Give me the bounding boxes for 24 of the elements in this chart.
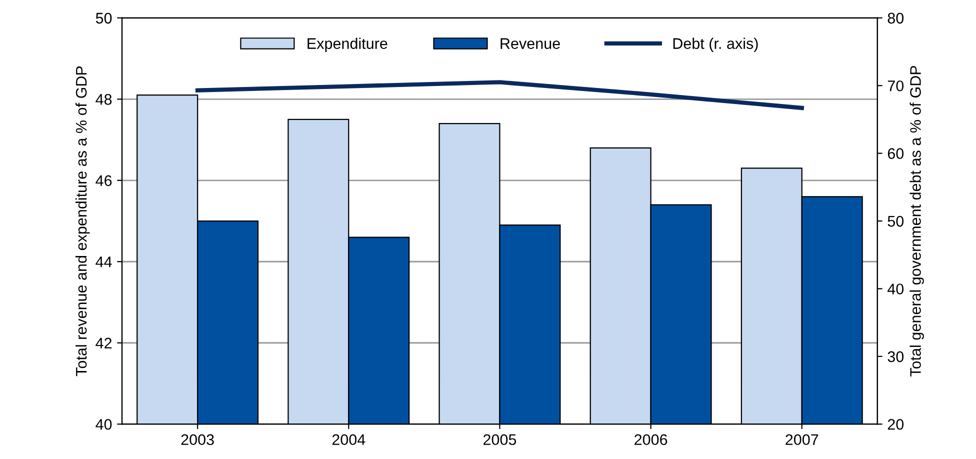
x-tick-label: 2003 (181, 434, 214, 446)
y2-tick-label: 80 (888, 12, 904, 24)
y2-tick-label: 70 (888, 80, 904, 92)
y-tick-label: 44 (96, 256, 112, 268)
x-tick-label: 2006 (634, 434, 668, 446)
y2-tick-label: 50 (888, 216, 904, 227)
legend-label: Revenue (500, 38, 560, 49)
x-tick-label: 2004 (332, 434, 366, 446)
y-tick-label: 40 (96, 418, 112, 430)
y2-tick-label: 40 (887, 284, 904, 294)
y-tick-label: 46 (96, 175, 112, 186)
y2-tick-label: 30 (888, 351, 904, 362)
line-series (195, 80, 804, 110)
legend-label: Debt (r. axis) (673, 38, 758, 52)
x-tick-label: 2007 (786, 434, 818, 446)
y-tick-label: 48 (96, 94, 112, 105)
y-axis-title: Total revenue and expenditure as a % of GDP (75, 66, 90, 376)
y2-tick-label: 60 (888, 148, 904, 159)
y2-axis-title: Total general government debt as a % of GDP (910, 66, 924, 376)
y2-tick-label: 20 (888, 418, 904, 430)
y-tick-label: 50 (96, 12, 112, 24)
legend-label: Expenditure (308, 38, 388, 52)
x-tick-label: 2005 (483, 434, 516, 446)
y-tick-label: 42 (96, 338, 112, 348)
